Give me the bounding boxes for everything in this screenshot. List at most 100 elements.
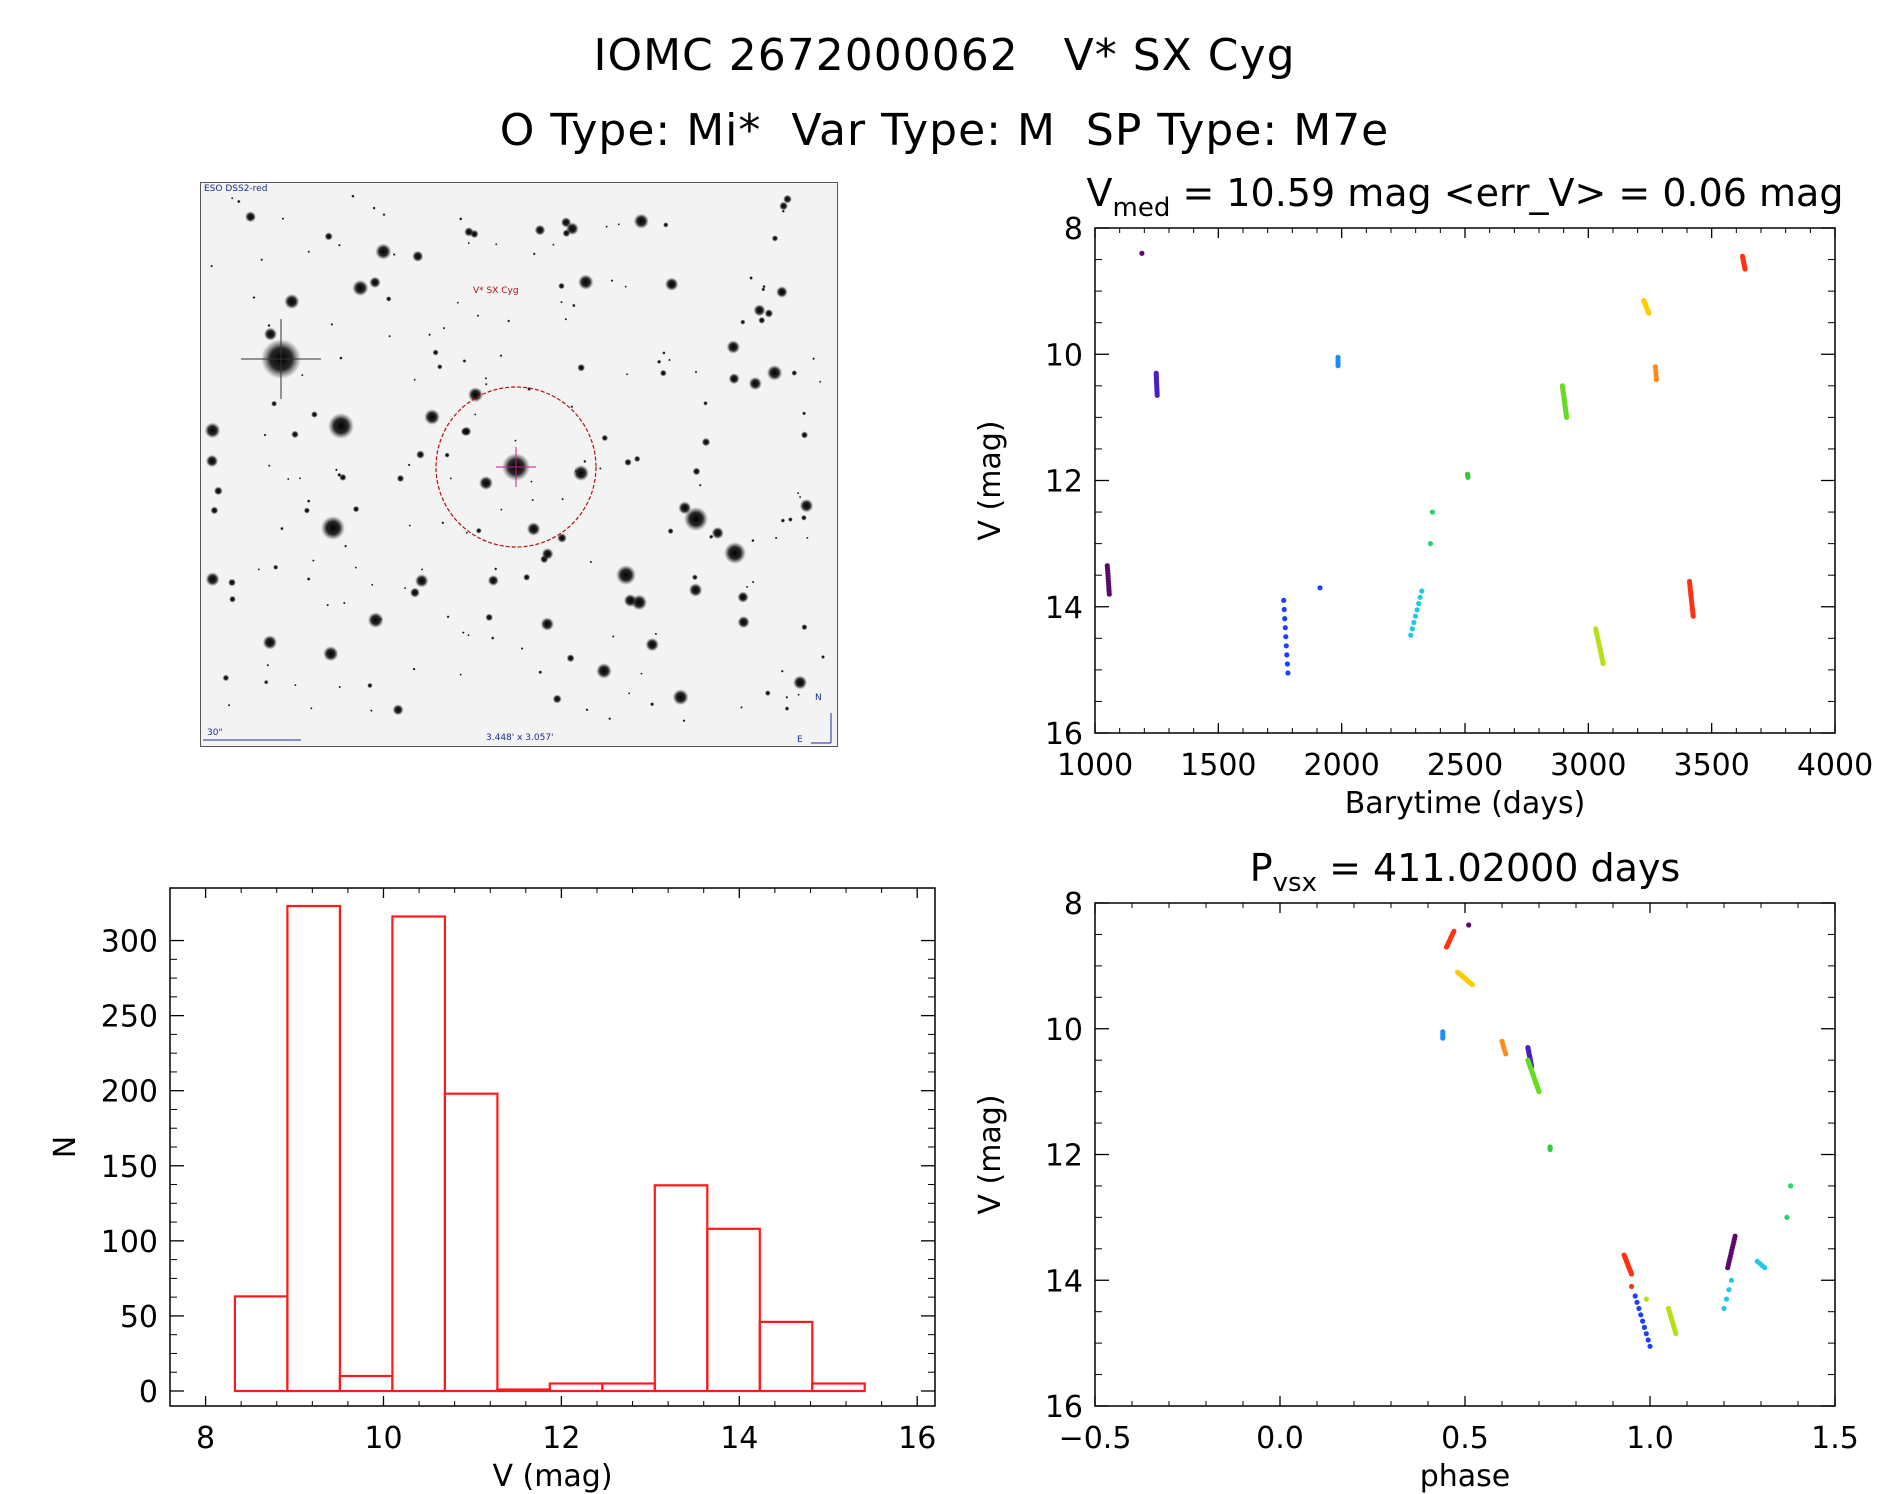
star xyxy=(624,285,627,288)
star xyxy=(456,301,459,304)
star-field xyxy=(204,194,825,723)
star xyxy=(788,517,793,522)
star xyxy=(479,476,493,490)
lightcurve-plot-frame xyxy=(1094,227,1836,734)
star xyxy=(495,243,498,246)
star xyxy=(698,483,702,487)
phased-axes: −0.5 0.0 0.5 1.0 1.5 8 10 12 14 16 phase V (mag) Pvs… xyxy=(973,846,1859,1494)
y-tick-label: 14 xyxy=(1045,591,1083,626)
star xyxy=(654,632,658,636)
y-tick-label: 8 xyxy=(1064,887,1083,922)
star xyxy=(534,224,546,236)
star xyxy=(740,706,743,709)
data-point xyxy=(1469,982,1475,988)
x-tick-label: 12 xyxy=(542,1421,580,1456)
hist-bar xyxy=(601,1382,656,1393)
data-point xyxy=(1726,1287,1732,1293)
star xyxy=(737,616,750,629)
x-tick-label: 2000 xyxy=(1303,748,1379,783)
x-tick-label: 10 xyxy=(364,1421,402,1456)
star xyxy=(779,201,788,211)
hist-bar xyxy=(811,1382,866,1393)
star xyxy=(326,603,329,607)
star xyxy=(570,405,574,409)
star xyxy=(409,587,420,598)
data-point xyxy=(1281,597,1287,604)
star xyxy=(459,217,463,221)
star xyxy=(257,568,260,571)
data-point xyxy=(1154,392,1160,398)
scale-label: 30" xyxy=(207,728,223,738)
star xyxy=(665,277,679,291)
x-tick-label: 8 xyxy=(196,1421,215,1456)
star xyxy=(540,617,554,631)
star xyxy=(352,279,369,297)
star xyxy=(413,378,416,381)
star xyxy=(740,319,746,325)
sky-image xyxy=(201,183,837,746)
star xyxy=(796,491,800,495)
star xyxy=(624,458,632,466)
chart-subtitle: O Type: Mi* Var Type: M SP Type: M7e xyxy=(499,105,1390,156)
star xyxy=(267,323,271,328)
star xyxy=(205,454,219,468)
star xyxy=(467,241,470,245)
star xyxy=(306,499,311,503)
star xyxy=(446,615,450,619)
star xyxy=(205,572,220,587)
star xyxy=(396,474,405,483)
y-tick-label: 10 xyxy=(1045,1013,1083,1048)
star xyxy=(605,225,608,228)
hist-bar xyxy=(286,904,341,1393)
x-tick-label: 1.5 xyxy=(1811,1421,1859,1456)
data-point xyxy=(1466,922,1472,928)
star xyxy=(616,565,636,585)
data-point xyxy=(1673,1331,1679,1337)
star xyxy=(766,365,783,381)
star xyxy=(500,508,503,511)
star xyxy=(287,477,290,481)
star xyxy=(354,566,357,569)
star xyxy=(711,526,724,540)
star xyxy=(596,663,612,679)
star xyxy=(514,439,517,442)
star xyxy=(753,304,766,317)
star xyxy=(301,373,304,377)
data-point xyxy=(1281,606,1287,613)
star xyxy=(464,227,474,237)
star xyxy=(311,411,318,418)
star xyxy=(781,209,785,213)
data-point xyxy=(1728,1277,1734,1283)
star xyxy=(379,617,383,621)
star xyxy=(819,380,822,383)
star xyxy=(323,646,339,662)
star xyxy=(507,319,511,323)
fov-label: 3.448' x 3.057' xyxy=(486,733,554,743)
histogram-ylabel: N xyxy=(48,1136,83,1158)
x-tick-label: 1.0 xyxy=(1626,1421,1674,1456)
data-point xyxy=(1536,1089,1542,1095)
star xyxy=(228,578,236,587)
star xyxy=(774,536,778,540)
target-circle xyxy=(435,386,597,548)
star xyxy=(485,613,494,622)
star xyxy=(577,363,586,372)
star xyxy=(617,223,620,226)
data-point xyxy=(1628,1283,1635,1290)
star xyxy=(204,422,221,439)
star xyxy=(612,635,615,638)
phased-xlabel: phase xyxy=(1420,1459,1511,1494)
star xyxy=(484,377,488,380)
east-label: E xyxy=(797,735,803,745)
data-point xyxy=(1465,474,1471,480)
data-point xyxy=(1427,541,1434,547)
star xyxy=(791,370,798,376)
star xyxy=(487,575,499,586)
star xyxy=(761,287,766,292)
y-tick-label: 14 xyxy=(1045,1264,1083,1299)
data-point xyxy=(1139,250,1145,256)
sky-image-panel: ESO DSS2-red V* SX Cyg 30" 3.448' x 3.05… xyxy=(200,182,838,747)
data-point xyxy=(1106,591,1112,597)
data-point xyxy=(1282,616,1288,622)
star xyxy=(335,468,338,472)
